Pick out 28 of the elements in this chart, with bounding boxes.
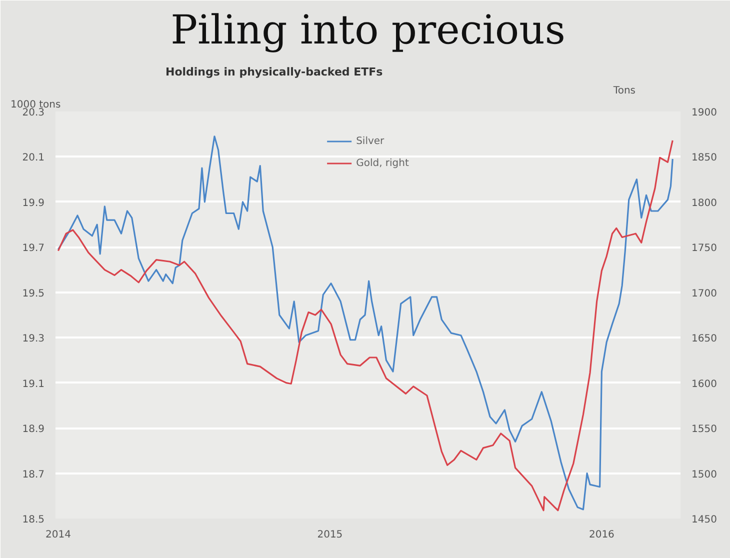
y2-axis-title: Tons — [612, 86, 636, 96]
chart-title: Piling into precious — [170, 8, 566, 54]
y2-tick-label: 1800 — [692, 198, 717, 209]
y2-tick-label: 1500 — [692, 469, 717, 480]
y-tick-label: 19.3 — [22, 334, 44, 345]
x-tick-label: 2016 — [588, 530, 614, 540]
y2-tick-label: 1600 — [692, 378, 717, 390]
y2-tick-label: 1850 — [692, 152, 717, 164]
y-tick-label: 20.3 — [22, 108, 44, 118]
y2-tick-label: 1450 — [692, 514, 717, 526]
y2-tick-label: 1650 — [692, 334, 717, 345]
y-tick-label: 19.7 — [22, 243, 44, 254]
y-tick-label: 20.1 — [22, 152, 44, 164]
y2-tick-label: 1550 — [692, 424, 717, 436]
chart-subtitle: Holdings in physically-backed ETFs — [166, 66, 384, 78]
y2-tick-label: 1900 — [692, 108, 717, 118]
y-tick-label: 18.5 — [22, 514, 44, 526]
x-tick-label: 2015 — [317, 530, 343, 540]
y2-tick-label: 1750 — [692, 243, 717, 254]
legend-label: Gold, right — [356, 158, 409, 168]
y-tick-label: 18.7 — [22, 469, 44, 480]
y-tick-label: 19.1 — [22, 378, 44, 390]
legend-label: Silver — [356, 136, 384, 146]
y-tick-label: 19.9 — [22, 198, 44, 209]
y-tick-label: 19.5 — [22, 288, 44, 300]
y2-tick-label: 1700 — [692, 288, 717, 300]
y-tick-label: 18.9 — [22, 424, 44, 436]
x-tick-label: 2014 — [45, 530, 71, 540]
